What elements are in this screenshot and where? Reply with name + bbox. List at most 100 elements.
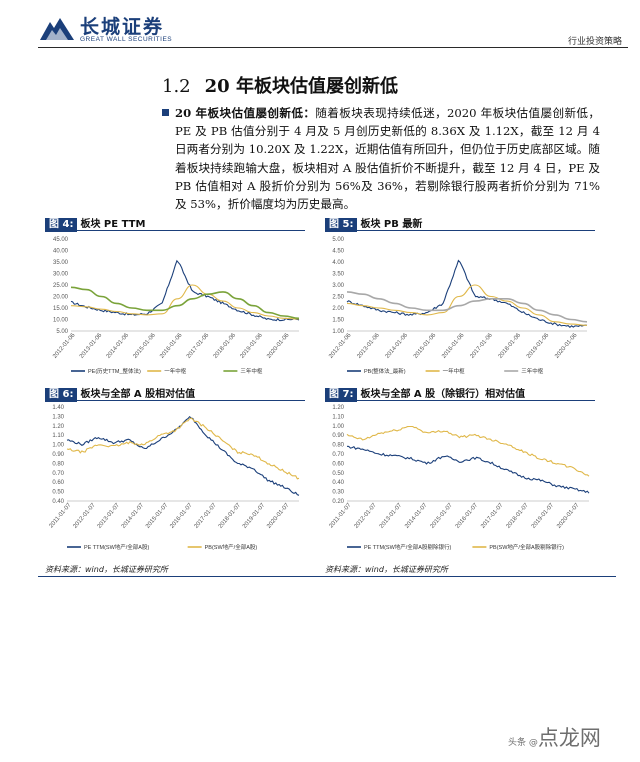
relative-a-chart: 1.40 1.30 1.20 1.10 1.00 0.90 0.80 0.70 0.60 0.50… (48, 405, 300, 551)
x-tick-label: 2019-01-06 (239, 332, 264, 360)
great-wall-logo-icon (40, 18, 74, 40)
legend-label: 一年中枢 (443, 367, 466, 375)
bullet-icon (162, 109, 169, 116)
x-tick-label: 2020-01-06 (266, 332, 291, 360)
series-line (70, 286, 300, 320)
report-type: 行业投资策略 (567, 37, 622, 47)
legend-label: PB(SW地产/全部A股剔除银行) (489, 543, 564, 551)
x-tick-label: 2018-01-06 (498, 332, 523, 360)
legend-label: 一年中枢 (164, 367, 187, 375)
y-tick-label: 0.80 (332, 443, 344, 449)
y-tick-label: 1.20 (52, 424, 64, 430)
x-tick-label: 2014-01-07 (121, 502, 146, 530)
y-tick-label: 1.00 (52, 443, 64, 449)
chart-panel-relative-a: 图 6: 板块与全部 A 股相对估值 1.40 1.30 1.20 1.10 1.00 0.… (45, 385, 305, 560)
chart-title: 图 5: 板块 PB 最新 (325, 215, 422, 232)
x-tick-label: 2011-01-07 (328, 502, 352, 530)
y-tick-label: 3.00 (332, 283, 344, 289)
x-tick-label: 2015-01-07 (430, 502, 455, 530)
x-tick-label: 2014-01-06 (106, 332, 131, 360)
relative-ex-bank-chart: 1.20 1.10 1.00 0.90 0.80 0.70 0.60 0.50 0.40 0.30… (328, 405, 590, 551)
y-tick-label: 1.10 (332, 414, 344, 420)
y-tick-label: 1.00 (332, 329, 344, 335)
y-tick-label: 45.00 (53, 237, 69, 243)
y-tick-label: 10.00 (53, 318, 69, 324)
y-tick-label: 1.10 (52, 433, 64, 439)
y-tick-label: 0.90 (332, 433, 344, 439)
page-header: 长城证券 GREAT WALL SECURITIES 行业投资策略 (0, 0, 640, 48)
chart-title: 图 7: 板块与全部 A 股（除银行）相对估值 (325, 385, 525, 402)
y-tick-label: 1.00 (332, 424, 344, 430)
chart-panel-relative-ex-bank: 图 7: 板块与全部 A 股（除银行）相对估值 1.20 1.10 1.00 0.90 0… (325, 385, 595, 560)
x-tick-label: 2011-01-07 (48, 502, 72, 530)
x-tick-label: 2013-01-07 (97, 502, 122, 530)
y-tick-label: 1.30 (52, 414, 64, 420)
series-line (346, 445, 590, 494)
y-tick-label: 1.20 (332, 405, 344, 411)
series-line (66, 415, 300, 496)
y-tick-label: 2.50 (332, 295, 344, 301)
figure-label: 图 5: (325, 218, 358, 232)
legend-label: PE(历史TTM_整体法) (88, 367, 141, 375)
y-tick-label: 3.50 (332, 272, 344, 278)
x-tick-label: 2016-01-06 (159, 332, 184, 360)
chart-title-rule (45, 400, 305, 401)
x-tick-label: 2013-01-07 (379, 502, 404, 530)
brand-name: 长城证券 (80, 16, 165, 38)
y-tick-label: 5.00 (56, 329, 68, 335)
y-tick-label: 0.40 (52, 499, 64, 505)
legend-label: 三年中枢 (521, 367, 544, 375)
figure-label: 图 6: (45, 388, 78, 402)
x-tick-label: 2020-01-06 (554, 332, 579, 360)
x-tick-label: 2013-01-06 (356, 332, 381, 360)
figure-label: 图 7: (325, 388, 358, 402)
x-tick-label: 2012-01-06 (328, 332, 353, 360)
legend-label: 三年中枢 (240, 367, 263, 375)
x-tick-label: 2016-01-07 (169, 502, 194, 530)
y-tick-label: 0.80 (52, 461, 64, 467)
x-tick-label: 2018-01-07 (506, 502, 531, 530)
y-tick-label: 40.00 (53, 249, 69, 255)
chart-title: 图 6: 板块与全部 A 股相对估值 (45, 385, 195, 402)
x-tick-label: 2019-01-07 (242, 502, 267, 530)
x-tick-label: 2019-01-07 (531, 502, 556, 530)
series-line (346, 284, 588, 326)
y-tick-label: 0.60 (52, 480, 64, 486)
x-tick-label: 2014-01-07 (404, 502, 429, 530)
watermark: 头条 @点龙网 (508, 726, 601, 750)
x-tick-label: 2013-01-06 (79, 332, 104, 360)
chart-panel-pb: 图 5: 板块 PB 最新 5.00 4.50 4.00 3.50 3.00 2.50 2.0… (325, 215, 595, 385)
y-tick-label: 30.00 (53, 272, 69, 278)
y-tick-label: 0.30 (332, 490, 344, 496)
source-note-left: 资料来源：wind，长城证券研究所 (45, 565, 168, 574)
section-title: 1.2 20 年板块估值屡创新低 (162, 72, 398, 98)
y-tick-label: 20.00 (53, 295, 69, 301)
series-line (66, 417, 300, 480)
x-tick-label: 2017-01-07 (480, 502, 505, 530)
series-line (70, 284, 300, 320)
y-tick-label: 35.00 (53, 260, 69, 266)
x-tick-label: 2016-01-06 (441, 332, 466, 360)
series-line (346, 259, 588, 329)
chart-panel-pe-ttm: 图 4: 板块 PE TTM 45.00 40.00 35.00 30.00 25.00 2… (45, 215, 305, 385)
body-paragraph: 20 年板块估值屡创新低：随着板块表现持续低迷，2020 年板块估值屡创新低，P… (175, 104, 600, 213)
pb-chart: 5.00 4.50 4.00 3.50 3.00 2.50 2.00 1.50 1.002012… (328, 237, 588, 375)
y-tick-label: 0.90 (52, 452, 64, 458)
section-number: 1.2 (162, 76, 191, 97)
chart-title: 图 4: 板块 PE TTM (45, 215, 145, 232)
source-note-right: 资料来源：wind，长城证券研究所 (325, 565, 448, 574)
header-divider (38, 47, 628, 48)
x-tick-label: 2016-01-07 (455, 502, 480, 530)
y-tick-label: 0.50 (52, 490, 64, 496)
y-tick-label: 0.40 (332, 480, 344, 486)
x-tick-label: 2012-01-07 (72, 502, 97, 530)
y-tick-label: 2.00 (332, 306, 344, 312)
paragraph-body: 随着板块表现持续低迷，2020 年板块估值屡创新低，PE 及 PB 估值分别于 … (175, 106, 600, 212)
x-tick-label: 2019-01-06 (526, 332, 551, 360)
x-tick-label: 2015-01-07 (145, 502, 170, 530)
y-tick-label: 4.50 (332, 249, 344, 255)
brand-name-en: GREAT WALL SECURITIES (80, 36, 173, 43)
figure-label: 图 4: (45, 218, 78, 232)
x-tick-label: 2012-01-06 (52, 332, 77, 360)
legend-label: PE TTM(SW地产/全部A股) (84, 543, 149, 551)
